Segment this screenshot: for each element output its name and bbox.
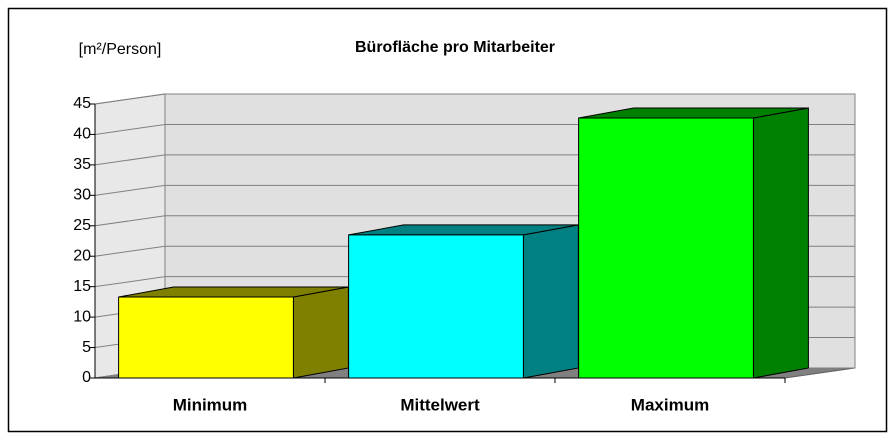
y-tick-label: 45 bbox=[73, 95, 91, 112]
chart-title: Bürofläche pro Mitarbeiter bbox=[355, 39, 555, 56]
grid-line bbox=[94, 93, 855, 105]
y-tick-label: 40 bbox=[73, 126, 91, 143]
bar bbox=[348, 234, 524, 379]
bar-side bbox=[752, 107, 809, 379]
bar bbox=[578, 117, 754, 379]
y-tick-label: 0 bbox=[82, 369, 91, 386]
bar-side bbox=[292, 286, 349, 379]
x-tick-label: Mittelwert bbox=[400, 395, 480, 414]
y-tick-label: 10 bbox=[73, 308, 91, 325]
y-tick-label: 20 bbox=[73, 247, 91, 264]
y-tick-label: 35 bbox=[73, 156, 91, 173]
y-axis-label: [m²/Person] bbox=[79, 41, 162, 58]
bar-side bbox=[522, 224, 579, 379]
y-tick-label: 15 bbox=[73, 278, 91, 295]
x-tick-label: Minimum bbox=[173, 395, 248, 414]
y-tick-label: 5 bbox=[82, 339, 91, 356]
x-tick-label: Maximum bbox=[631, 395, 709, 414]
bar bbox=[118, 296, 294, 379]
y-tick-label: 30 bbox=[73, 187, 91, 204]
y-tick-label: 25 bbox=[73, 217, 91, 234]
